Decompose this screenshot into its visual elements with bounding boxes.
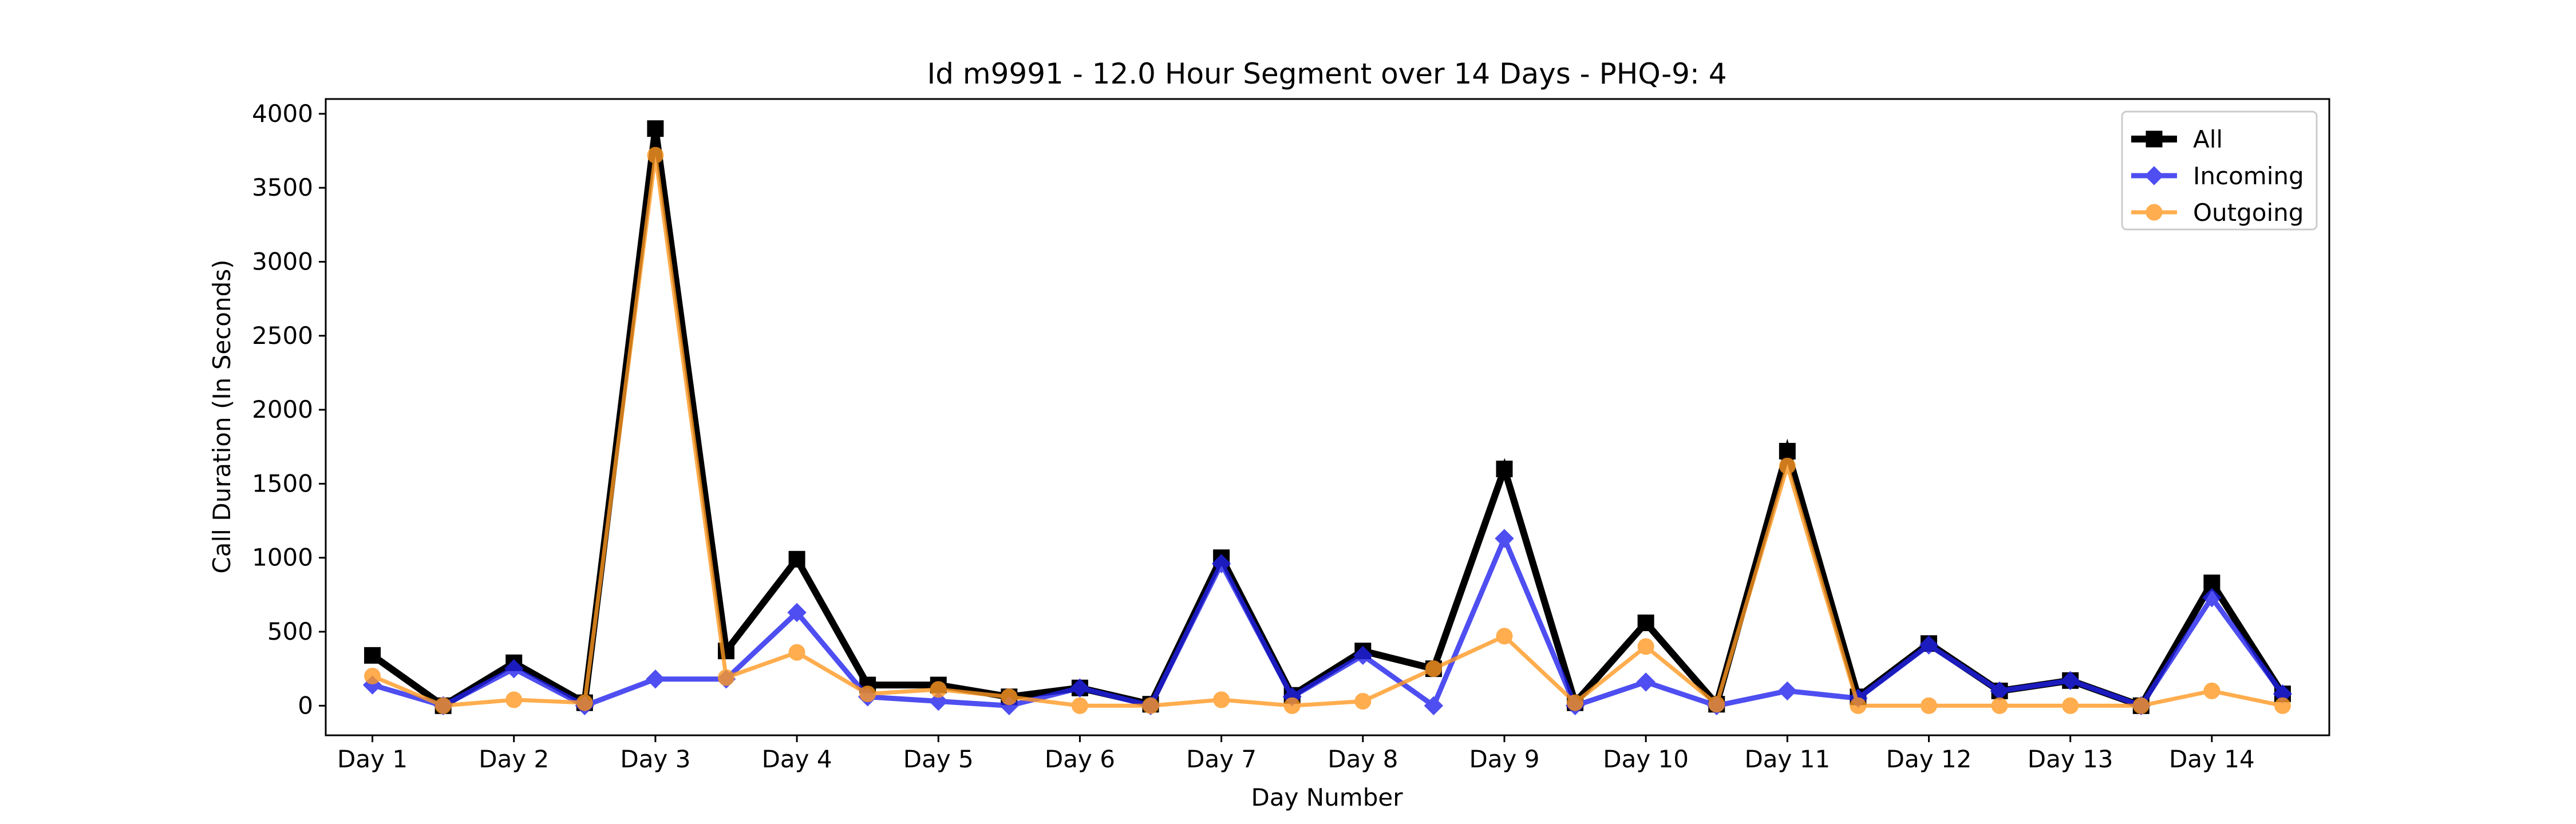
x-tick-label: Day 4 xyxy=(762,745,832,773)
x-tick-label: Day 12 xyxy=(1886,745,1972,773)
data-point-outgoing xyxy=(1496,628,1513,645)
data-point-outgoing xyxy=(1708,696,1725,713)
x-tick-label: Day 10 xyxy=(1603,745,1689,773)
data-point-all xyxy=(788,550,805,568)
data-point-outgoing xyxy=(930,681,947,698)
data-point-outgoing xyxy=(1142,697,1159,714)
data-point-all xyxy=(364,647,381,664)
series-line-all xyxy=(370,128,2286,712)
legend-item-outgoing xyxy=(2131,204,2177,221)
data-point-outgoing xyxy=(1991,697,2008,714)
y-axis-label: Call Duration (In Seconds) xyxy=(208,259,236,573)
chart-title: Id m9991 - 12.0 Hour Segment over 14 Day… xyxy=(927,57,1726,90)
y-tick-label: 2500 xyxy=(252,322,313,350)
x-axis: Day 1 Day 2 Day 3 Day 4 Day 5 Day 6 Day 7 Day 8… xyxy=(337,735,2255,773)
data-point-outgoing xyxy=(859,686,876,703)
data-point-outgoing xyxy=(364,668,381,685)
data-point-all xyxy=(1779,442,1796,459)
data-point-outgoing xyxy=(1283,697,1301,714)
data-point-outgoing xyxy=(1637,638,1654,655)
data-point-outgoing xyxy=(576,694,593,711)
data-point-outgoing xyxy=(1001,688,1018,706)
legend-marker-outgoing xyxy=(2146,204,2163,221)
x-tick-label: Day 14 xyxy=(2169,745,2255,773)
y-tick-label: 0 xyxy=(298,691,313,719)
series-incoming xyxy=(362,529,2293,715)
data-point-outgoing xyxy=(2062,697,2079,714)
data-point-incoming xyxy=(646,670,665,689)
legend-item-all xyxy=(2131,130,2177,148)
data-point-outgoing xyxy=(2203,682,2221,699)
data-point-outgoing xyxy=(1071,697,1088,714)
legend: All Incoming Outgoing xyxy=(2121,110,2318,231)
x-tick-label: Day 8 xyxy=(1327,745,1398,773)
data-point-outgoing xyxy=(718,669,735,686)
data-point-all xyxy=(1637,614,1654,631)
y-tick-label: 1500 xyxy=(252,469,313,497)
data-point-incoming xyxy=(1353,645,1373,665)
data-point-incoming xyxy=(787,603,807,623)
legend-marker-all xyxy=(2146,130,2163,148)
data-point-all xyxy=(1496,461,1513,478)
data-point-outgoing xyxy=(1567,694,1584,711)
data-point-outgoing xyxy=(2132,697,2150,714)
y-tick-label: 3000 xyxy=(252,247,313,275)
series-outgoing xyxy=(364,146,2291,714)
data-point-incoming xyxy=(2060,671,2080,691)
series-line-outgoing xyxy=(372,154,2283,708)
series-line-incoming xyxy=(372,532,2285,710)
data-point-outgoing xyxy=(1779,457,1796,474)
data-point-incoming xyxy=(1919,635,1939,655)
data-point-outgoing xyxy=(434,697,452,714)
series-all xyxy=(364,120,2291,714)
data-point-outgoing xyxy=(1213,691,1230,708)
y-axis: 0 500 1000 1500 2000 2500 3000 3500 4000 xyxy=(252,100,326,719)
x-axis-label: Day Number xyxy=(1251,783,1403,811)
data-point-incoming xyxy=(1070,678,1090,698)
data-point-outgoing xyxy=(1425,660,1442,678)
y-tick-label: 1000 xyxy=(252,544,313,572)
x-tick-label: Day 9 xyxy=(1469,745,1539,773)
data-point-all xyxy=(647,120,664,137)
x-tick-label: Day 13 xyxy=(2028,745,2113,773)
x-tick-label: Day 3 xyxy=(620,745,690,773)
y-tick-label: 500 xyxy=(267,617,313,645)
data-point-incoming xyxy=(1777,681,1797,701)
plot-series xyxy=(362,120,2293,715)
data-point-incoming xyxy=(504,659,524,679)
data-point-incoming xyxy=(929,691,948,711)
data-point-outgoing xyxy=(1354,693,1372,710)
data-point-incoming xyxy=(2202,588,2222,608)
data-point-outgoing xyxy=(2274,697,2291,714)
legend-label-incoming: Incoming xyxy=(2193,162,2304,190)
y-tick-label: 3500 xyxy=(252,173,313,201)
legend-item-incoming xyxy=(2131,166,2177,185)
data-point-incoming xyxy=(1211,554,1231,573)
legend-label-outgoing: Outgoing xyxy=(2193,199,2304,227)
data-point-incoming xyxy=(1424,696,1444,715)
legend-label-all: All xyxy=(2193,125,2223,153)
data-point-outgoing xyxy=(1850,697,1867,714)
data-point-incoming xyxy=(1495,529,1514,548)
data-point-outgoing xyxy=(505,691,523,708)
plot-frame xyxy=(325,98,2330,736)
x-tick-label: Day 5 xyxy=(903,745,974,773)
data-point-outgoing xyxy=(647,146,664,164)
x-tick-label: Day 6 xyxy=(1045,745,1115,773)
x-tick-label: Day 7 xyxy=(1186,745,1257,773)
data-point-incoming xyxy=(1636,672,1656,692)
data-point-outgoing xyxy=(788,644,805,661)
x-tick-label: Day 2 xyxy=(479,745,549,773)
legend-marker-incoming xyxy=(2144,166,2164,185)
x-tick-label: Day 11 xyxy=(1744,745,1830,773)
data-point-outgoing xyxy=(1920,697,1937,714)
x-tick-label: Day 1 xyxy=(337,745,408,773)
y-tick-label: 4000 xyxy=(252,100,313,128)
y-tick-label: 2000 xyxy=(252,395,313,423)
